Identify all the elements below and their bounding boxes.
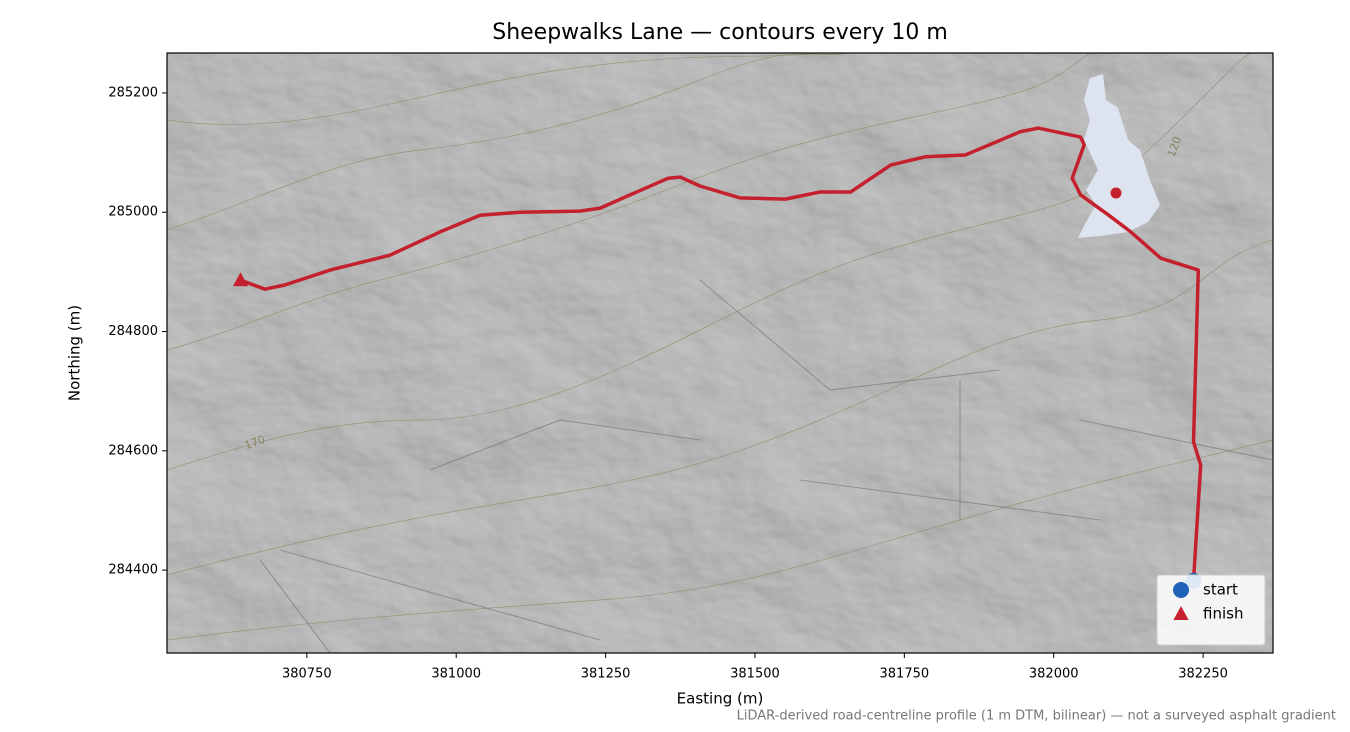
- footnote: LiDAR-derived road-centreline profile (1…: [737, 709, 1336, 724]
- x-tick-label: 381250: [581, 667, 631, 682]
- x-tick-label: 382000: [1029, 667, 1079, 682]
- route-line: [239, 126, 1203, 581]
- legend-marker: [1173, 606, 1189, 620]
- chart-title: Sheepwalks Lane — contours every 10 m: [492, 20, 948, 45]
- y-tick-label: 285200: [108, 85, 158, 100]
- y-tick-label: 285000: [108, 205, 158, 220]
- x-tick-label: 382250: [1178, 667, 1228, 682]
- y-axis-label: Northing (m): [66, 305, 84, 401]
- inset-location: [1110, 187, 1122, 199]
- x-tick-label: 381000: [431, 667, 481, 682]
- legend-label: finish: [1203, 605, 1243, 623]
- marker: [232, 272, 249, 287]
- inset-map: [1078, 74, 1160, 238]
- x-tick-label: 380750: [282, 667, 332, 682]
- plot-layer: [239, 126, 1203, 581]
- plot-frame: [166, 52, 1274, 654]
- legend-label: start: [1203, 581, 1238, 599]
- x-tick-label: 381500: [730, 667, 780, 682]
- x-tick-label: 381750: [880, 667, 930, 682]
- legend-marker: [1173, 582, 1189, 598]
- y-tick-label: 284800: [108, 324, 158, 339]
- y-tick-label: 284400: [108, 563, 158, 578]
- y-tick-label: 284600: [108, 443, 158, 458]
- x-axis-label: Easting (m): [677, 690, 764, 708]
- hillshade: [167, 53, 1273, 653]
